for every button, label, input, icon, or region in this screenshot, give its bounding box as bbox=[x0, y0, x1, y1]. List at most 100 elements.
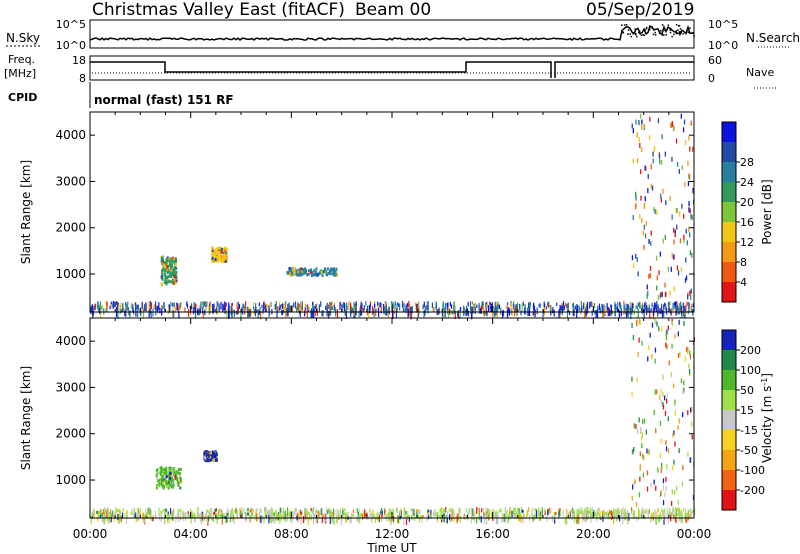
scatter-cell bbox=[576, 304, 578, 314]
scatter-cell bbox=[506, 305, 508, 310]
scatter-cell bbox=[332, 514, 334, 524]
scatter-cell bbox=[447, 511, 449, 519]
scatter-cell bbox=[276, 309, 278, 319]
scatter-cell bbox=[383, 306, 385, 315]
scatter-cell bbox=[677, 331, 679, 337]
scatter-cell bbox=[657, 306, 659, 314]
scatter-cell bbox=[136, 512, 138, 517]
scatter-cell bbox=[100, 508, 102, 515]
colorbar-swatch bbox=[722, 490, 736, 511]
scatter-cell bbox=[641, 443, 643, 449]
scatter-cell bbox=[265, 507, 267, 517]
scatter-cell bbox=[682, 127, 685, 133]
scatter-cell bbox=[279, 507, 281, 515]
scatter-cell bbox=[641, 435, 643, 441]
scatter-cell bbox=[644, 165, 646, 171]
scatter-cell bbox=[524, 303, 526, 310]
colorbar-swatch bbox=[722, 222, 736, 243]
scatter-cell bbox=[105, 301, 108, 307]
scatter-cell bbox=[660, 512, 662, 516]
count-panel-frame bbox=[89, 19, 695, 49]
scatter-cell bbox=[355, 304, 357, 311]
scatter-cell bbox=[207, 516, 210, 522]
scatter-cell bbox=[480, 515, 482, 523]
scatter-cell bbox=[504, 507, 506, 515]
scatter-cell bbox=[113, 512, 115, 516]
scatter-cell bbox=[103, 509, 105, 518]
scatter-cell bbox=[463, 310, 465, 316]
scatter-cell bbox=[225, 247, 228, 251]
scatter-cell bbox=[144, 515, 146, 523]
scatter-cell bbox=[671, 465, 674, 471]
scatter-cell bbox=[250, 507, 252, 513]
scatter-cell bbox=[593, 509, 595, 515]
scatter-cell bbox=[204, 456, 206, 460]
scatter-cell bbox=[216, 306, 219, 315]
colorbar-swatch bbox=[722, 282, 736, 303]
scatter-cell bbox=[607, 512, 610, 518]
scatter-cell bbox=[638, 417, 640, 423]
scatter-cell bbox=[278, 514, 281, 518]
scatter-cell bbox=[638, 136, 640, 142]
scatter-cell bbox=[683, 234, 685, 240]
scatter-cell bbox=[267, 510, 269, 518]
nsearch-point bbox=[644, 29, 646, 31]
scatter-cell bbox=[97, 511, 99, 515]
scatter-cell bbox=[92, 310, 94, 316]
scatter-cell bbox=[498, 509, 501, 513]
scatter-cell bbox=[674, 490, 676, 496]
scatter-cell bbox=[654, 389, 656, 395]
scatter-cell bbox=[597, 512, 600, 516]
scatter-cell bbox=[437, 514, 440, 518]
scatter-cell bbox=[390, 516, 392, 526]
scatter-cell bbox=[284, 510, 286, 520]
scatter-cell bbox=[578, 508, 580, 514]
scatter-cell bbox=[251, 514, 254, 518]
scatter-cell bbox=[636, 429, 639, 434]
nsearch-point bbox=[627, 29, 630, 31]
scatter-cell bbox=[547, 509, 549, 516]
scatter-cell bbox=[661, 465, 663, 471]
scatter-cell bbox=[142, 512, 145, 516]
scatter-cell bbox=[173, 302, 175, 308]
scatter-cell bbox=[675, 138, 678, 144]
scatter-cell bbox=[165, 510, 167, 517]
scatter-cell bbox=[495, 301, 497, 306]
scatter-cell bbox=[442, 513, 445, 517]
scatter-cell bbox=[228, 309, 230, 318]
scatter-cell bbox=[149, 510, 151, 520]
scatter-cell bbox=[677, 353, 680, 358]
scatter-cell bbox=[663, 304, 665, 310]
scatter-cell bbox=[446, 303, 448, 307]
freq-panel-frame bbox=[89, 55, 695, 81]
scatter-cell bbox=[219, 246, 221, 250]
scatter-cell bbox=[167, 481, 170, 484]
scatter-cell bbox=[684, 511, 686, 521]
scatter-cell bbox=[661, 508, 663, 512]
nsearch-point bbox=[669, 31, 672, 34]
scatter-cell bbox=[206, 458, 209, 462]
scatter-cell bbox=[270, 509, 273, 517]
scatter-cell bbox=[661, 512, 663, 516]
scatter-cell bbox=[288, 305, 290, 313]
scatter-cell bbox=[336, 309, 339, 318]
scatter-cell bbox=[239, 508, 241, 517]
scatter-cell bbox=[240, 309, 242, 318]
scatter-cell bbox=[294, 301, 297, 309]
scatter-cell bbox=[566, 509, 568, 515]
scatter-cell bbox=[660, 197, 662, 203]
scatter-cell bbox=[178, 310, 180, 318]
colorbar-swatch bbox=[722, 122, 736, 143]
nsearch-point bbox=[661, 34, 663, 36]
scatter-cell bbox=[314, 310, 316, 316]
scatter-cell bbox=[576, 509, 578, 518]
scatter-cell bbox=[255, 303, 257, 310]
nsearch-point bbox=[621, 24, 623, 26]
scatter-cell bbox=[442, 301, 444, 306]
scatter-cell bbox=[373, 308, 375, 317]
scatter-cell bbox=[662, 402, 664, 407]
scatter-cell bbox=[432, 306, 434, 312]
scatter-cell bbox=[570, 509, 573, 513]
scatter-cell bbox=[586, 507, 588, 513]
scatter-cell bbox=[348, 301, 350, 311]
